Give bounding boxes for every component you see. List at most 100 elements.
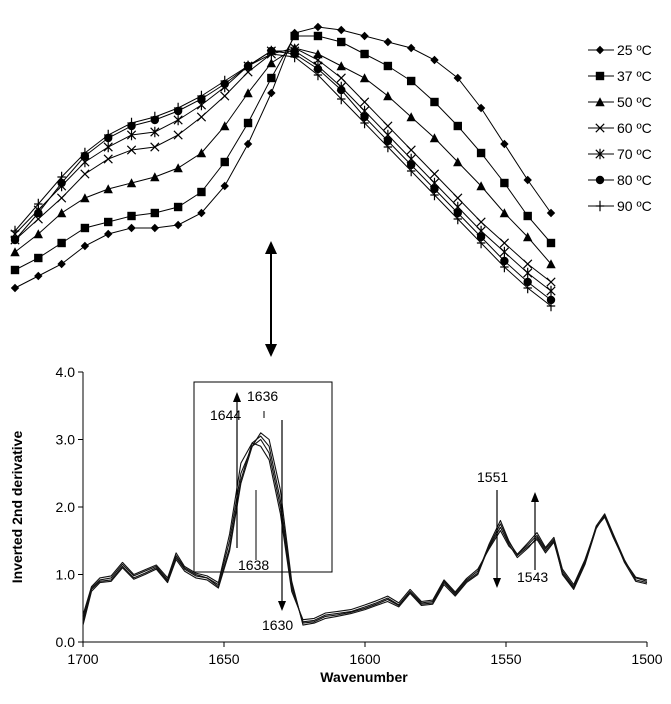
data-point [80, 193, 90, 203]
data-point [197, 208, 206, 218]
data-point [523, 277, 532, 287]
data-point [126, 129, 137, 141]
y-tick-label: 0.0 [56, 634, 76, 650]
data-point [406, 43, 416, 53]
data-point [453, 73, 462, 83]
data-point [313, 49, 323, 59]
legend-marker [595, 175, 605, 185]
data-point [453, 157, 463, 167]
data-point [360, 49, 369, 59]
data-point [359, 73, 370, 83]
series-70-c [10, 45, 556, 297]
data-point [290, 31, 299, 41]
data-point [406, 145, 416, 155]
data-point [476, 217, 486, 227]
data-point [104, 217, 113, 227]
data-point [406, 112, 416, 122]
legend-item-37-c: 37 ºC [588, 68, 652, 84]
data-point [453, 193, 463, 203]
legend-label: 90 ºC [617, 198, 652, 214]
derivative-series-lines [82, 432, 648, 626]
data-point [34, 253, 43, 263]
legend: 25 ºC 37 ºC 50 ºC 60 ºC 70 ºC 80 ºC 90 ºC [588, 42, 652, 214]
data-point [34, 271, 43, 281]
y-axis-title: Inverted 2nd derivative [9, 431, 25, 584]
y-tick-label: 2.0 [56, 499, 76, 515]
zoom-box [193, 381, 333, 573]
legend-marker [595, 97, 605, 107]
series-50-c [10, 43, 556, 269]
data-point [220, 91, 230, 101]
data-point [173, 202, 183, 212]
data-point [80, 147, 90, 159]
data-point [104, 129, 113, 141]
legend-item-80-c: 80 ºC [588, 172, 652, 188]
y-tick-label: 3.0 [56, 432, 76, 448]
data-point [499, 208, 510, 218]
data-point [220, 121, 230, 131]
data-point [336, 73, 346, 83]
legend-item-90-c: 90 ºC [588, 198, 652, 214]
series-37-c [10, 31, 556, 275]
data-point [313, 69, 323, 81]
data-point [500, 261, 509, 273]
data-point [383, 61, 393, 71]
data-point [523, 282, 532, 294]
data-point [546, 277, 556, 287]
data-point [243, 118, 253, 128]
annotation-1543: 1543 [517, 569, 548, 585]
data-point [383, 141, 393, 153]
data-point [406, 165, 416, 177]
y-tick-label: 4.0 [56, 364, 76, 380]
data-point [500, 139, 509, 149]
series-line [14, 47, 552, 283]
data-point [430, 97, 439, 107]
data-point [10, 247, 20, 257]
data-point [150, 223, 160, 233]
data-point [80, 169, 90, 179]
data-point [173, 102, 183, 114]
derivative-spectrum-panel: 0.0 1.0 2.0 3.0 4.0 1700 1650 1600 1550 1500 Inv… [9, 364, 663, 685]
series-line [14, 26, 552, 289]
series-line [14, 50, 552, 301]
data-point [57, 238, 66, 248]
legend-label: 50 ºC [617, 94, 652, 110]
x-tick-label: 1700 [67, 651, 98, 667]
data-point [359, 97, 370, 107]
x-tick-label: 1600 [349, 651, 380, 667]
x-axis-title: Wavenumber [320, 669, 408, 685]
derivative-series-2 [82, 435, 648, 624]
data-point [56, 208, 67, 218]
legend-marker [595, 200, 605, 212]
data-point [266, 58, 277, 68]
data-point [383, 91, 393, 101]
data-point [499, 246, 510, 258]
legend-marker [595, 71, 605, 81]
annotation-1551: 1551 [477, 469, 508, 485]
data-point [243, 60, 253, 72]
legend-label: 70 ºC [617, 146, 652, 162]
data-point [546, 295, 556, 305]
data-point [429, 133, 440, 143]
data-point [150, 111, 160, 123]
connector-double-arrow [265, 241, 277, 357]
data-point [453, 121, 462, 131]
data-point [126, 178, 137, 188]
data-point [10, 265, 20, 275]
data-point [103, 141, 113, 153]
data-point [57, 171, 66, 183]
legend-marker [595, 148, 605, 160]
data-point [523, 175, 532, 185]
data-point [220, 75, 229, 87]
data-point [243, 139, 253, 149]
data-point [80, 241, 90, 251]
data-point [430, 189, 439, 201]
data-point [383, 136, 393, 146]
data-point [196, 112, 207, 122]
legend-label: 37 ºC [617, 68, 652, 84]
data-point [243, 88, 253, 98]
data-point [220, 181, 229, 191]
data-point [57, 259, 66, 269]
data-point [546, 285, 556, 297]
x-axis-ticks: 1700 1650 1600 1550 1500 [67, 642, 663, 667]
